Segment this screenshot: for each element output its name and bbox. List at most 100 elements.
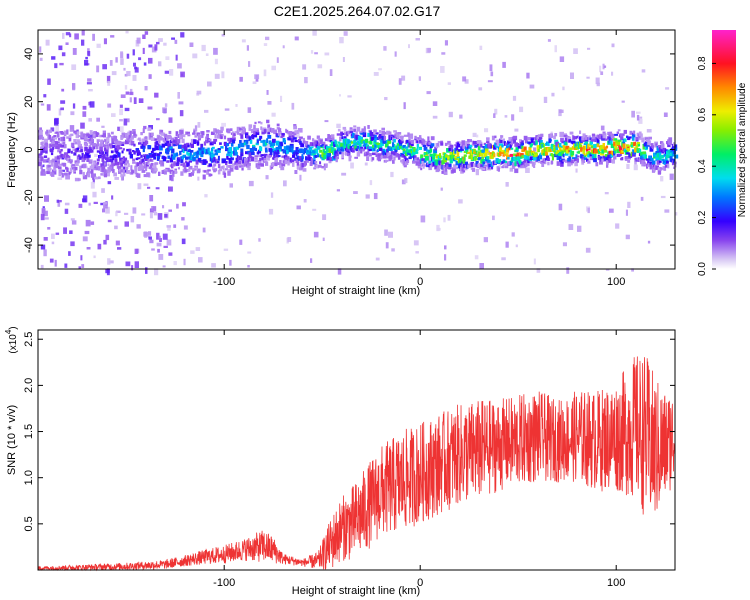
- spectrogram-ridge-cell: [597, 148, 600, 152]
- spectrogram-ridge-cell: [247, 161, 250, 165]
- spectrogram-ridge-cell: [624, 156, 629, 159]
- spectrogram-noise-cell: [173, 261, 177, 266]
- spectrogram-ridge-cell: [536, 156, 541, 162]
- snr-y-tick-label: 1.5: [23, 424, 35, 439]
- spectrogram-ridge-cell: [574, 161, 578, 167]
- spectrogram-ridge-cell: [106, 136, 110, 142]
- spectrogram-ridge-cell: [442, 155, 446, 161]
- spectrogram-ridge-cell: [174, 136, 178, 141]
- spectrogram-ridge-cell: [308, 146, 312, 152]
- spectrogram-ridge-cell: [594, 149, 599, 154]
- spectrogram-ridge-cell: [480, 164, 484, 168]
- spectrogram-ridge-cell: [93, 161, 96, 166]
- spectrogram-noise-cell: [43, 237, 48, 241]
- spectrogram-noise-cell: [120, 51, 124, 59]
- spectrogram-ridge-cell: [121, 132, 125, 136]
- spectrogram-ridge-cell: [147, 162, 150, 165]
- spectrogram-ridge-cell: [172, 148, 175, 153]
- snr-multiplier-close: ): [8, 326, 19, 329]
- spectrogram-ridge-cell: [67, 157, 70, 163]
- spectrogram-ridge-cell: [249, 140, 253, 144]
- spectrogram-ridge-cell: [220, 126, 224, 131]
- spectrogram-ridge-cell: [285, 159, 288, 165]
- spectrogram-ridge-cell: [381, 154, 384, 159]
- spectrogram-ridge-cell: [561, 150, 564, 156]
- spectrogram-ridge-cell: [547, 157, 550, 161]
- spectrogram-ridge-cell: [207, 169, 211, 172]
- spectrogram-noise-cell: [642, 136, 647, 142]
- spectrogram-ridge-cell: [190, 172, 194, 176]
- spectrogram-noise-cell: [51, 233, 55, 239]
- spectrogram-ridge-cell: [47, 157, 50, 161]
- spectrogram-ridge-cell: [454, 157, 458, 160]
- spectrogram-noise-cell: [265, 36, 270, 41]
- spectrogram-ridge-cell: [421, 161, 425, 165]
- spectrogram-ridge-cell: [102, 144, 106, 148]
- spectrogram-ridge-cell: [608, 150, 612, 155]
- spectrogram-ridge-cell: [257, 121, 261, 124]
- spectrogram-ridge-cell: [75, 134, 79, 139]
- spectrogram-ridge-cell: [155, 145, 159, 151]
- spectrogram-noise-cell: [483, 237, 488, 243]
- spectrogram-noise-cell: [100, 202, 103, 206]
- spectrogram-ridge-cell: [346, 146, 350, 152]
- spectrogram-ridge-cell: [634, 160, 637, 165]
- spectrogram-ridge-cell: [172, 141, 176, 147]
- spectrogram-ridge-cell: [504, 160, 508, 164]
- spectrogram-ridge-cell: [82, 171, 85, 177]
- spectrogram-noise-cell: [137, 183, 142, 190]
- spectrogram-ridge-cell: [355, 148, 359, 152]
- spectrogram-ridge-cell: [409, 134, 414, 139]
- spectrogram-ridge-cell: [272, 148, 274, 153]
- spectrogram-ridge-cell: [243, 128, 246, 133]
- spectrogram-noise-cell: [447, 214, 451, 221]
- spectrogram-ridge-cell: [380, 139, 384, 143]
- spectrogram-ridge-cell: [653, 169, 656, 172]
- spectrogram-noise-cell: [138, 98, 144, 103]
- spectrogram-ridge-cell: [415, 137, 418, 140]
- spectrogram-ridge-cell: [413, 156, 416, 160]
- spectrogram-ridge-cell: [289, 145, 294, 150]
- spectrogram-ridge-cell: [72, 166, 76, 169]
- spectrogram-ridge-cell: [98, 165, 101, 171]
- spectrogram-ridge-cell: [247, 163, 250, 168]
- spectrogram-noise-cell: [93, 255, 96, 259]
- spectrogram-ridge-cell: [407, 132, 410, 137]
- spectrogram-noise-cell: [168, 252, 173, 256]
- spectrogram-ridge-cell: [376, 143, 381, 148]
- spectrogram-ridge-cell: [607, 136, 610, 140]
- spectrogram-ridge-cell: [98, 176, 101, 180]
- spectrogram-ridge-cell: [335, 144, 339, 148]
- spectrogram-ridge-cell: [60, 136, 63, 142]
- spectrogram-ridge-cell: [370, 136, 375, 141]
- spectrogram-ridge-cell: [87, 172, 91, 178]
- spectrogram-ridge-cell: [521, 142, 524, 145]
- spectrogram-ridge-cell: [383, 154, 387, 159]
- spectrogram-ridge-cell: [160, 129, 164, 135]
- spectrogram-ridge-cell: [132, 170, 135, 173]
- spectrogram-noise-cell: [159, 238, 162, 242]
- spectrogram-ridge-cell: [281, 133, 285, 136]
- spectrogram-ridge-cell: [491, 135, 495, 141]
- spectrogram-ridge-cell: [161, 143, 166, 148]
- spectrogram-ridge-cell: [450, 154, 454, 160]
- spectrogram-ridge-cell: [253, 130, 257, 134]
- spectrogram-ridge-cell: [400, 160, 403, 163]
- spectrogram-noise-cell: [143, 174, 148, 178]
- spectrogram-noise-cell: [514, 128, 519, 132]
- spectrogram-noise-cell: [119, 126, 124, 133]
- spectrogram-ridge-cell: [395, 152, 399, 156]
- spectrogram-ridge-cell: [109, 143, 113, 149]
- spectrogram-noise-cell: [176, 153, 181, 156]
- spectrogram-ridge-cell: [535, 140, 538, 145]
- spectrogram-noise-cell: [294, 131, 300, 139]
- spectrogram-ridge-cell: [166, 140, 170, 145]
- spectrogram-ridge-cell: [379, 147, 383, 151]
- spectrogram-ridge-cell: [622, 133, 625, 136]
- spectrogram-noise-cell: [602, 63, 605, 70]
- spectrogram-ridge-cell: [58, 143, 62, 148]
- spectrogram-noise-cell: [241, 39, 246, 43]
- spectrogram-noise-cell: [224, 108, 230, 111]
- spectrogram-ridge-cell: [546, 141, 549, 146]
